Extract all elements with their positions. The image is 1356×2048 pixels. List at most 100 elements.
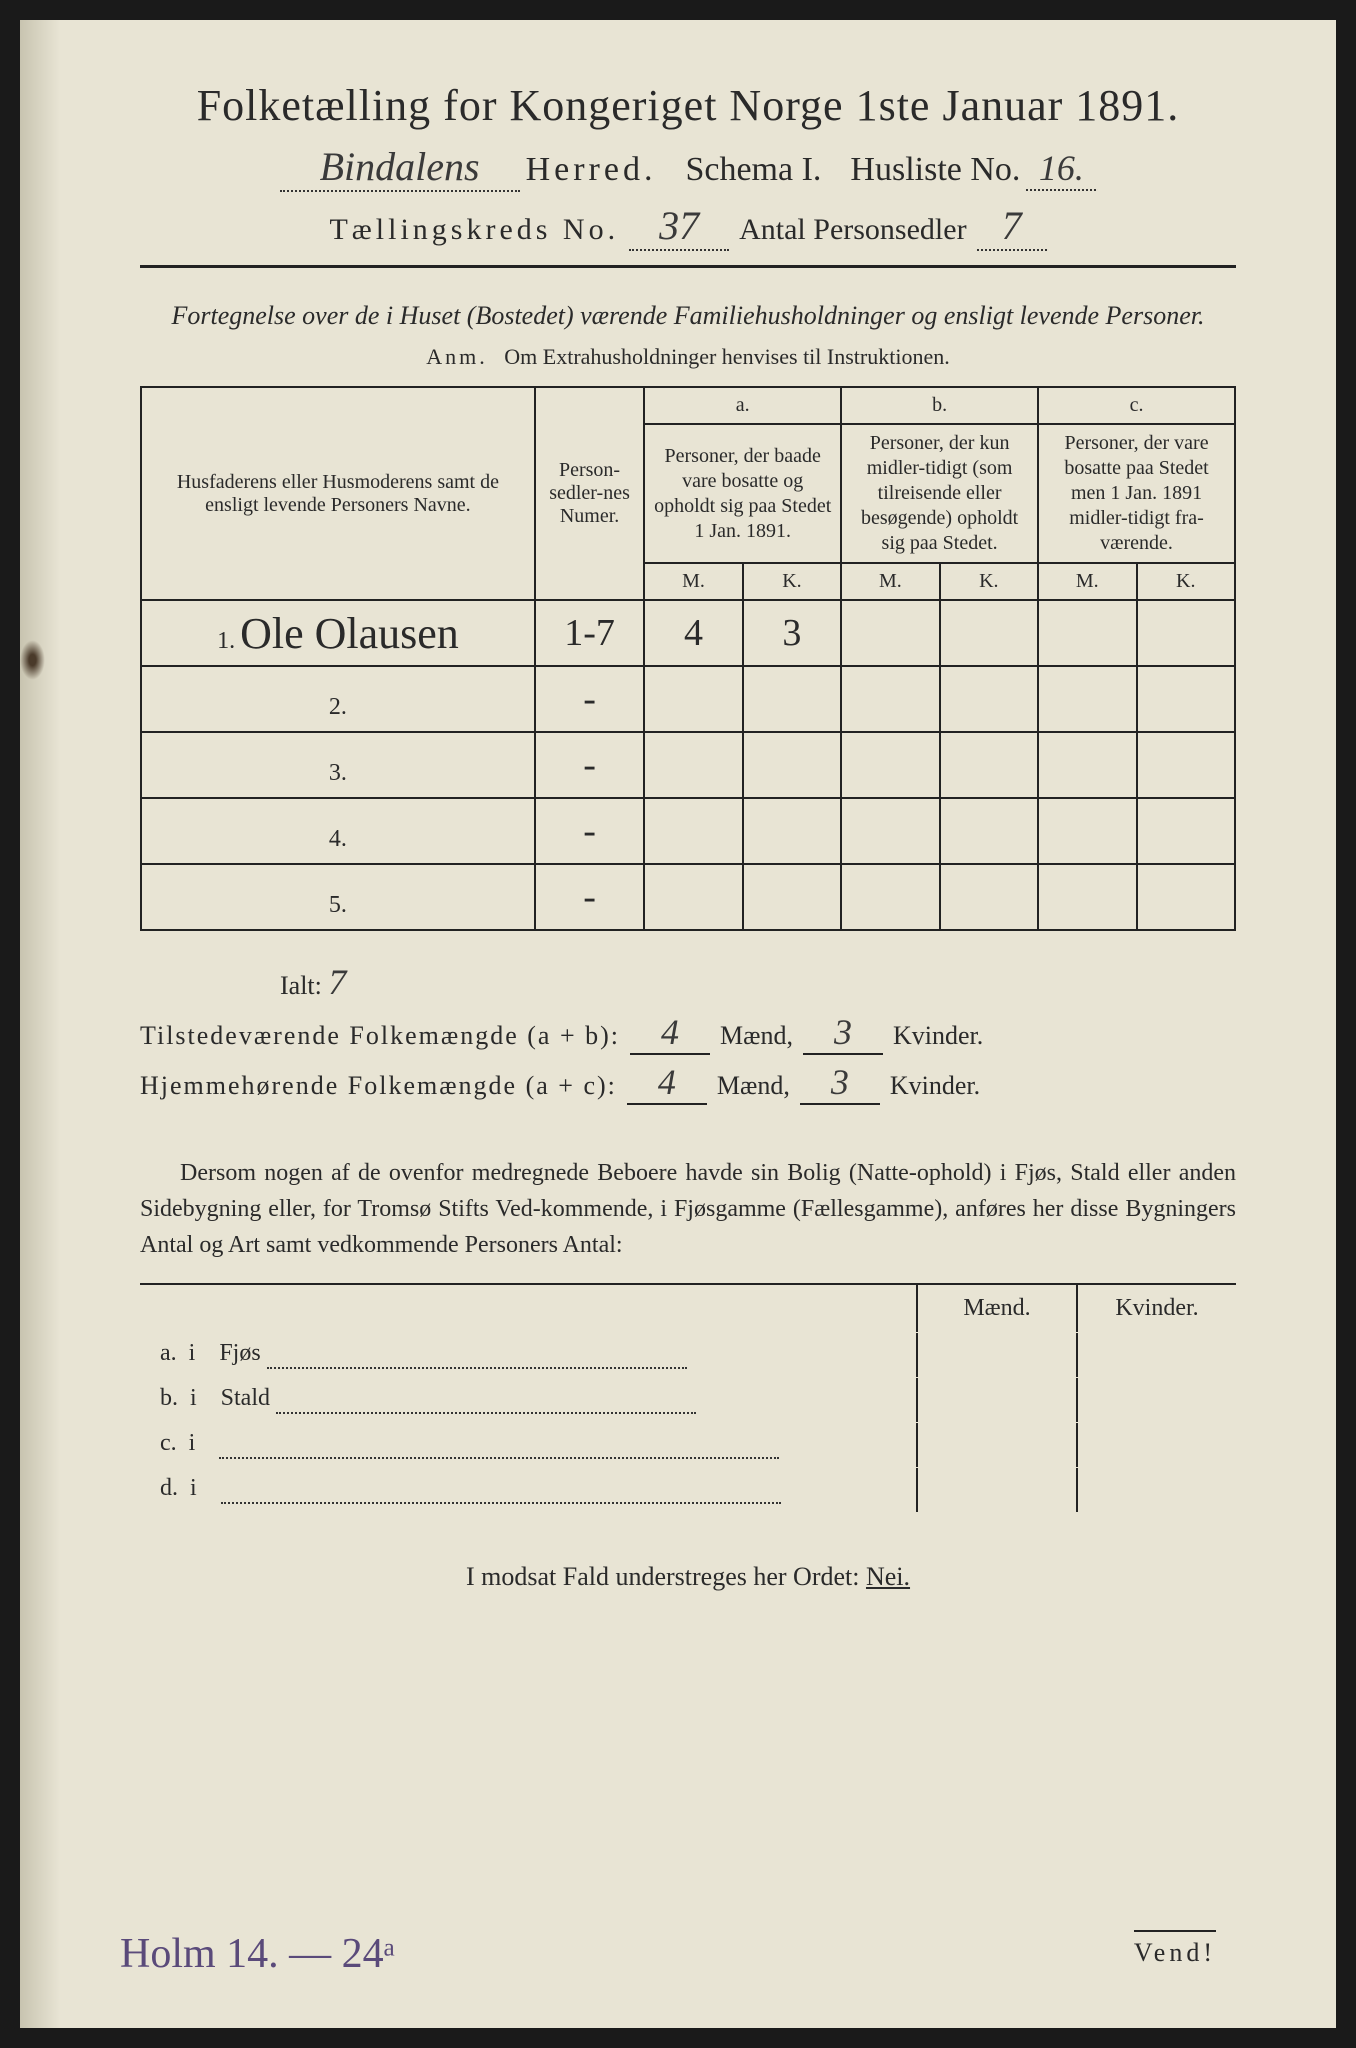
document-page: Folketælling for Kongeriget Norge 1ste J…	[20, 20, 1336, 2028]
byg-m	[916, 1468, 1076, 1512]
cell-cm	[1038, 732, 1136, 798]
table-row: 5. -	[141, 864, 1235, 930]
anm-text: Om Extrahusholdninger henvises til Instr…	[504, 344, 949, 369]
byg-label: b. i Stald	[140, 1377, 916, 1422]
byg-label: d. i	[140, 1467, 916, 1512]
bygning-row: c. i	[140, 1422, 1236, 1467]
cell-bk	[940, 732, 1038, 798]
hjemme-k: 3	[800, 1061, 880, 1105]
row-label: 1. Ole Olausen	[141, 600, 535, 666]
kreds-line: Tællingskreds No. 37 Antal Personsedler …	[140, 202, 1236, 268]
cell-ck	[1137, 666, 1236, 732]
herred-line: Bindalens Herred. Schema I. Husliste No.…	[140, 143, 1236, 192]
byg-label: c. i	[140, 1422, 916, 1467]
cell-bk	[940, 666, 1038, 732]
cell-am	[644, 732, 742, 798]
th-ck: K.	[1137, 563, 1236, 600]
cell-bm	[841, 798, 939, 864]
ialt-label: Ialt:	[280, 971, 322, 1000]
byg-m	[916, 1423, 1076, 1467]
tilstede-m: 4	[630, 1011, 710, 1055]
cell-cm	[1038, 864, 1136, 930]
row-label: 2.	[141, 666, 535, 732]
kvinder-label: Kvinder.	[893, 1021, 983, 1051]
cell-bm	[841, 600, 939, 666]
byg-k	[1076, 1333, 1236, 1377]
antal-label: Antal Personsedler	[739, 213, 966, 247]
tilstede-label: Tilstedeværende Folkemængde (a + b):	[140, 1021, 620, 1051]
hjemme-label: Hjemmehørende Folkemængde (a + c):	[140, 1071, 617, 1101]
cell-cm	[1038, 600, 1136, 666]
th-am: M.	[644, 563, 742, 600]
ialt-line: Ialt: 7	[280, 961, 1236, 1003]
bygning-row: d. i	[140, 1467, 1236, 1512]
cell-bm	[841, 864, 939, 930]
cell-am: 4	[644, 600, 742, 666]
page-title: Folketælling for Kongeriget Norge 1ste J…	[140, 80, 1236, 131]
cell-bk	[940, 798, 1038, 864]
nei-word: Nei.	[866, 1562, 910, 1591]
cell-ak	[743, 666, 841, 732]
row-label: 4.	[141, 798, 535, 864]
bygning-header: Mænd. Kvinder.	[140, 1283, 1236, 1332]
bottom-handwriting: Holm 14. — 24ᵃ	[120, 1930, 395, 1978]
byg-maend: Mænd.	[916, 1285, 1076, 1332]
cell-cm	[1038, 798, 1136, 864]
cell-bk	[940, 864, 1038, 930]
row-label: 3.	[141, 732, 535, 798]
cell-bm	[841, 732, 939, 798]
byg-k	[1076, 1468, 1236, 1512]
th-name: Husfaderens eller Husmoderens samt de en…	[141, 387, 535, 600]
byg-kvinder: Kvinder.	[1076, 1285, 1236, 1332]
bygning-row: b. i Stald	[140, 1377, 1236, 1422]
hjemme-row: Hjemmehørende Folkemængde (a + c): 4 Mæn…	[140, 1061, 1236, 1105]
cell-am	[644, 798, 742, 864]
th-desc-c: Personer, der vare bosatte paa Stedet me…	[1038, 424, 1235, 563]
th-bk: K.	[940, 563, 1038, 600]
nei-line: I modsat Fald understreges her Ordet: Ne…	[140, 1562, 1236, 1592]
maend-label: Mænd,	[720, 1021, 793, 1051]
dersom-text: Dersom nogen af de ovenfor medregnede Be…	[140, 1155, 1236, 1263]
cell-num: -	[535, 864, 644, 930]
th-a: a.	[644, 387, 841, 424]
herred-value: Bindalens	[280, 143, 520, 192]
husliste-label: Husliste No.	[850, 151, 1020, 189]
schema-label: Schema I.	[685, 151, 821, 189]
cell-num: -	[535, 798, 644, 864]
bygning-row: a. i Fjøs	[140, 1332, 1236, 1377]
cell-ak	[743, 732, 841, 798]
th-num: Person-sedler-nes Numer.	[535, 387, 644, 600]
th-desc-b: Personer, der kun midler-tidigt (som til…	[841, 424, 1038, 563]
kreds-label: Tællingskreds No.	[329, 213, 619, 247]
kvinder-label-2: Kvinder.	[890, 1071, 980, 1101]
cell-am	[644, 666, 742, 732]
herred-label: Herred.	[526, 151, 657, 189]
cell-num: -	[535, 732, 644, 798]
table-row: 1. Ole Olausen1-743	[141, 600, 1235, 666]
table-row: 2. -	[141, 666, 1235, 732]
vend-label: Vend!	[1134, 1930, 1216, 1968]
tilstede-k: 3	[803, 1011, 883, 1055]
th-ak: K.	[743, 563, 841, 600]
ialt-value: 7	[328, 962, 346, 1002]
cell-ck	[1137, 798, 1236, 864]
byg-k	[1076, 1378, 1236, 1422]
th-c: c.	[1038, 387, 1235, 424]
paper-stain	[20, 640, 45, 680]
bygning-table: Mænd. Kvinder. a. i Fjøs b. i Stald c. i…	[140, 1283, 1236, 1512]
table-row: 4. -	[141, 798, 1235, 864]
th-bm: M.	[841, 563, 939, 600]
cell-num: -	[535, 666, 644, 732]
byg-k	[1076, 1423, 1236, 1467]
cell-bm	[841, 666, 939, 732]
hjemme-m: 4	[627, 1061, 707, 1105]
fortegnelse-text: Fortegnelse over de i Huset (Bostedet) v…	[140, 298, 1236, 334]
row-label: 5.	[141, 864, 535, 930]
byg-m	[916, 1333, 1076, 1377]
cell-ck	[1137, 600, 1236, 666]
husliste-value: 16.	[1026, 147, 1096, 191]
maend-label-2: Mænd,	[717, 1071, 790, 1101]
kreds-value: 37	[629, 202, 729, 251]
cell-num: 1-7	[535, 600, 644, 666]
cell-ak: 3	[743, 600, 841, 666]
